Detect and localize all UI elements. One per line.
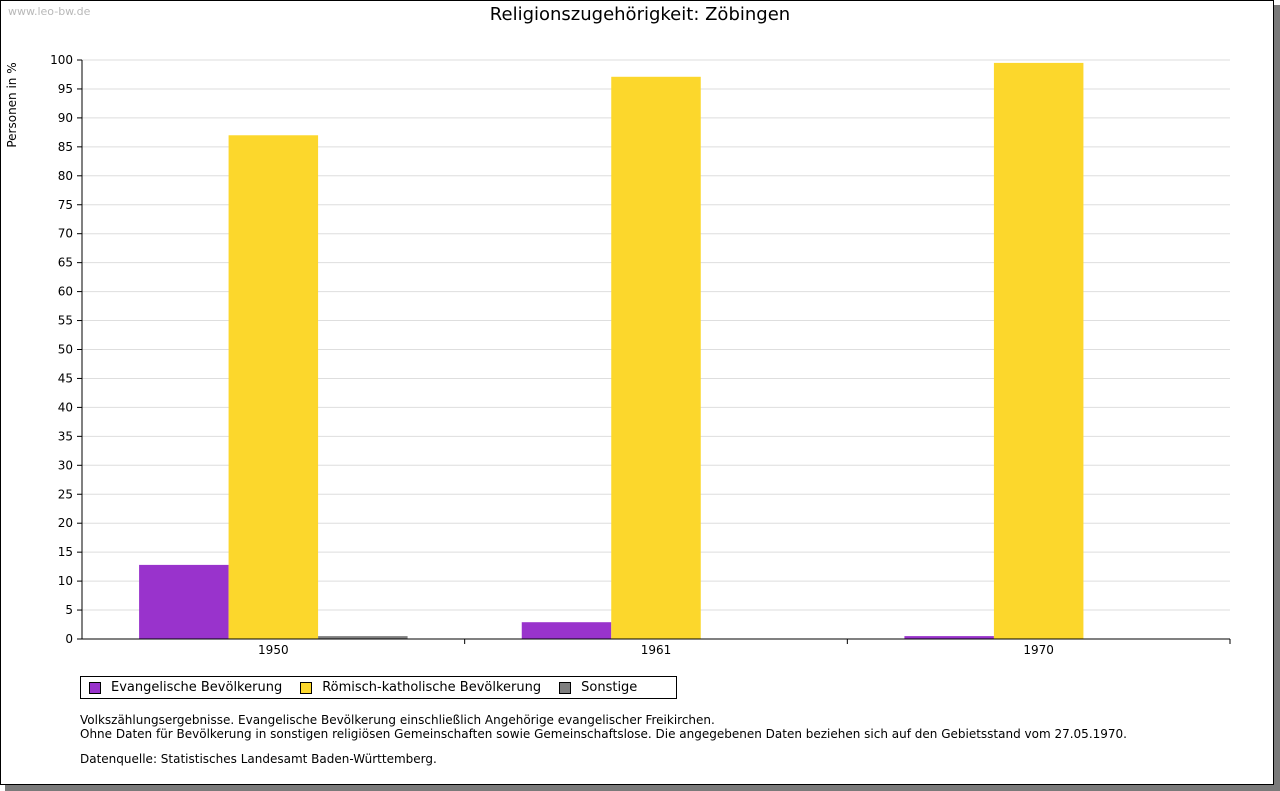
y-tick-label: 35 — [58, 429, 73, 443]
y-tick-label: 80 — [58, 169, 73, 183]
y-tick-label: 15 — [58, 545, 73, 559]
y-tick-label: 5 — [65, 603, 73, 617]
bar — [993, 62, 1084, 639]
y-tick-label: 0 — [65, 632, 73, 646]
bar — [228, 135, 319, 639]
notes: Volkszählungsergebnisse. Evangelische Be… — [80, 713, 1127, 741]
legend-label: Sonstige — [581, 680, 638, 695]
legend-label: Evangelische Bevölkerung — [111, 680, 283, 695]
y-tick-label: 100 — [50, 53, 73, 67]
y-tick-label: 55 — [58, 314, 73, 328]
legend-item: Sonstige — [559, 680, 637, 695]
y-tick-label: 30 — [58, 458, 73, 472]
y-tick-label: 75 — [58, 198, 73, 212]
y-tick-label: 25 — [58, 487, 73, 501]
chart-title: Religionszugehörigkeit: Zöbingen — [489, 4, 791, 25]
x-tick-label: 1961 — [641, 643, 672, 657]
bar — [139, 564, 229, 639]
bar — [521, 622, 612, 639]
watermark: www.leo-bw.de — [8, 5, 91, 18]
legend-label: Römisch-katholische Bevölkerung — [322, 680, 542, 695]
y-tick-label: 90 — [58, 111, 73, 125]
y-tick-label: 65 — [58, 256, 73, 270]
legend-swatch — [300, 681, 313, 694]
frame-shadow-bottom — [5, 785, 1280, 791]
bar — [611, 76, 701, 639]
bar — [904, 636, 994, 639]
legend-item: Evangelische Bevölkerung — [89, 680, 282, 695]
legend-swatch — [89, 681, 101, 694]
y-tick-label: 45 — [58, 371, 73, 385]
x-tick-label: 1950 — [258, 643, 289, 657]
legend-swatch — [559, 681, 572, 694]
y-tick-label: 95 — [58, 82, 73, 96]
y-tick-label: 85 — [58, 140, 73, 154]
y-tick-label: 20 — [58, 516, 73, 530]
y-tick-label: 60 — [58, 285, 73, 299]
note-line: Volkszählungsergebnisse. Evangelische Be… — [80, 713, 715, 727]
y-tick-label: 70 — [58, 227, 73, 241]
frame-shadow-right — [1274, 5, 1280, 791]
legend: Evangelische Bevölkerung Römisch-katholis… — [80, 676, 677, 699]
x-tick-label: 1970 — [1023, 643, 1054, 657]
y-tick-label: 10 — [58, 574, 73, 588]
y-tick-label: 40 — [58, 400, 73, 414]
y-tick-label: 50 — [58, 343, 73, 357]
note-line: Ohne Daten für Bevölkerung in sonstigen … — [80, 727, 1127, 741]
legend-item: Römisch-katholische Bevölkerung — [300, 680, 541, 695]
bar — [318, 636, 408, 639]
data-source: Datenquelle: Statistisches Landesamt Bad… — [80, 752, 437, 766]
